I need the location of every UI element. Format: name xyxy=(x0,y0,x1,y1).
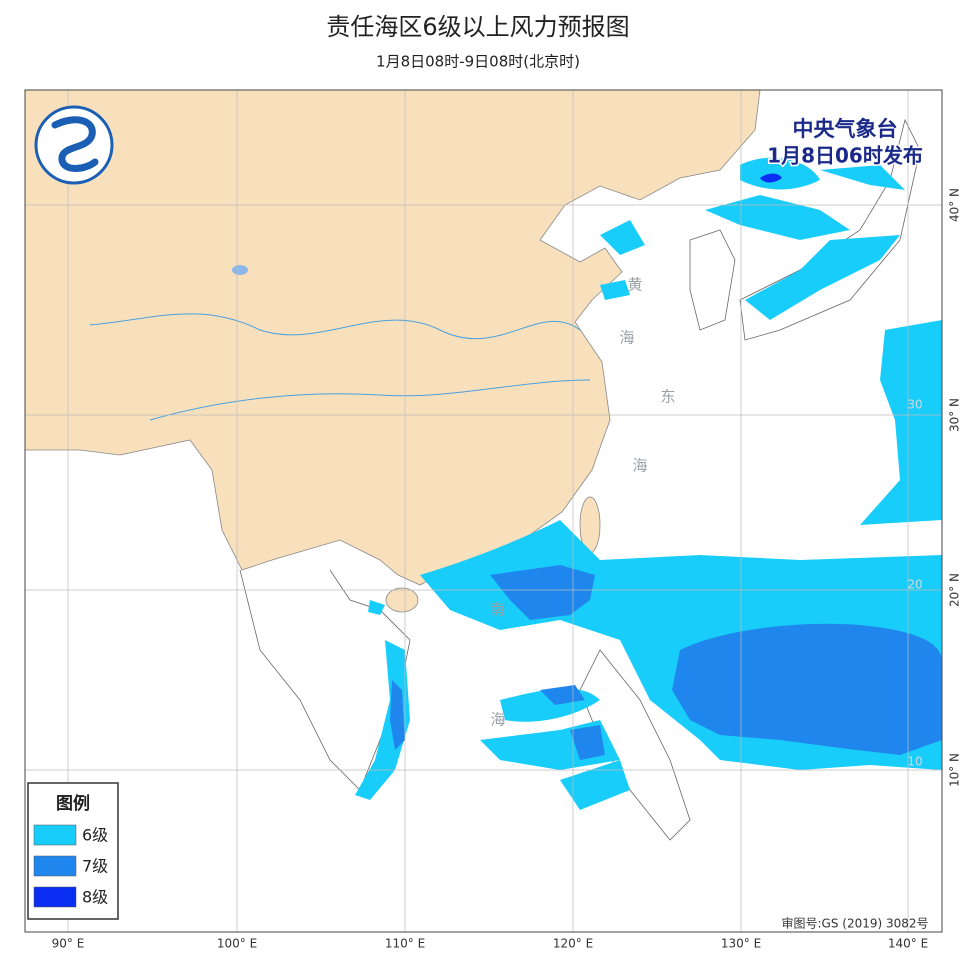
longitude-label: 130° E xyxy=(721,937,761,951)
latitude-label: 40° N xyxy=(948,188,962,222)
longitude-label: 110° E xyxy=(385,937,425,951)
legend-swatch xyxy=(33,886,77,908)
sea-label: 海 xyxy=(632,457,647,475)
subtitle: 1月8日08时-9日08时(北京时) xyxy=(376,53,580,71)
longitude-label: 140° E xyxy=(888,937,928,951)
wind-area xyxy=(390,680,405,750)
legend-swatch xyxy=(33,824,77,846)
logo-swirl xyxy=(51,116,99,172)
wind-area xyxy=(860,320,942,525)
longitude-label: 120° E xyxy=(553,937,593,951)
wind-area xyxy=(355,640,410,800)
sea-label: 黄 xyxy=(627,276,642,294)
sea-label: 海 xyxy=(490,711,505,729)
wind-area xyxy=(540,685,605,760)
issuer-agency: 中央气象台 xyxy=(793,117,898,141)
wind-area xyxy=(745,235,900,320)
wind-area xyxy=(820,165,905,190)
issuer-time: 1月8日06时发布 xyxy=(767,144,923,168)
sea-label: 南 xyxy=(489,601,504,619)
map-frame xyxy=(24,89,943,933)
wind-area xyxy=(740,157,820,190)
inner-latitude-label: 30 xyxy=(907,398,922,412)
legend-label: 8级 xyxy=(82,888,108,907)
latitude-label: 10° N xyxy=(948,753,962,787)
latitude-label: 30° N xyxy=(948,398,962,432)
longitude-label: 90° E xyxy=(52,937,85,951)
land-hainan xyxy=(385,587,419,613)
inner-latitude-label: 20 xyxy=(907,578,922,592)
approval-number: 审图号:GS (2019) 3082号 xyxy=(781,916,928,931)
legend-label: 6级 xyxy=(82,826,108,845)
sea-label: 东 xyxy=(660,388,675,406)
wind-area xyxy=(600,220,645,300)
title: 责任海区6级以上风力预报图 xyxy=(326,13,629,41)
river xyxy=(89,313,581,340)
wind-area xyxy=(760,173,782,183)
inner-latitude-label: 10 xyxy=(907,755,922,769)
legend-title: 图例 xyxy=(56,793,90,814)
logo xyxy=(34,105,114,185)
wind-area xyxy=(480,688,630,810)
wind-area xyxy=(672,623,942,755)
river xyxy=(149,379,591,421)
wind-area xyxy=(368,600,385,615)
longitude-label: 100° E xyxy=(217,937,257,951)
sea-label: 海 xyxy=(619,329,634,347)
lake xyxy=(232,265,248,275)
land-china xyxy=(25,90,761,586)
wind-area xyxy=(490,565,595,620)
legend-swatch xyxy=(33,855,77,877)
graticule xyxy=(25,90,942,932)
legend: 图例 6级 7级 8级 xyxy=(27,782,119,920)
latitude-label: 20° N xyxy=(948,573,962,607)
legend-label: 7级 xyxy=(82,857,108,876)
